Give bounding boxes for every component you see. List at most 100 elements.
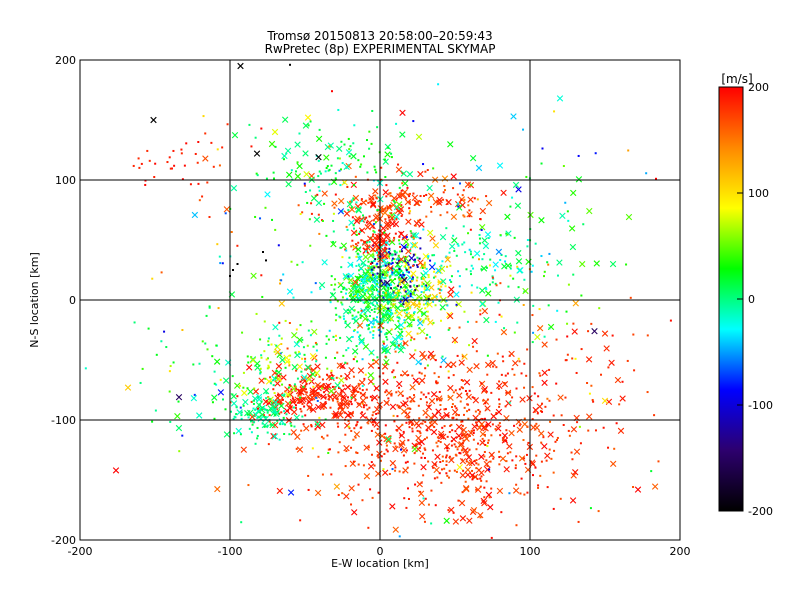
data-point-dot: [446, 474, 449, 477]
data-point-dot: [540, 460, 543, 463]
data-point-dot: [431, 449, 434, 452]
data-point-dot: [334, 278, 337, 281]
data-point-dot: [365, 199, 368, 202]
data-point-cross: [427, 229, 434, 236]
data-point-cross: [456, 392, 463, 399]
data-point-cross: [385, 315, 392, 322]
data-point-cross: [402, 255, 409, 262]
data-point-dot: [330, 164, 333, 167]
data-point-dot: [361, 411, 364, 414]
data-point-dot: [440, 264, 443, 267]
data-point-dot: [453, 443, 456, 446]
data-point-dot: [419, 237, 422, 240]
data-point-cross: [328, 387, 335, 395]
data-point-dot: [372, 254, 375, 257]
data-point-dot: [572, 273, 575, 276]
data-point-dot: [445, 460, 448, 463]
data-point-dot: [317, 159, 320, 162]
data-point-dot: [411, 279, 414, 282]
data-point-dot: [580, 348, 583, 351]
data-point-dot: [408, 207, 411, 210]
data-point-dot: [376, 356, 379, 359]
data-point-dot: [494, 269, 497, 272]
data-point-dot: [413, 311, 416, 314]
data-point-dot: [241, 331, 244, 334]
data-point-dot: [509, 451, 512, 454]
data-point-dot: [389, 194, 392, 197]
data-point-cross: [352, 194, 360, 202]
data-point-dot: [309, 120, 312, 123]
data-point-cross: [345, 335, 353, 343]
data-point-dot: [325, 386, 328, 389]
data-point-cross: [112, 467, 120, 474]
data-point-cross: [397, 346, 405, 354]
data-point-dot: [355, 201, 358, 204]
data-point-cross: [418, 377, 426, 384]
data-point-dot: [459, 452, 462, 455]
data-point-cross: [417, 259, 424, 266]
data-point-cross: [570, 426, 578, 433]
data-point-dot: [168, 390, 171, 393]
data-point-dot: [369, 331, 372, 334]
data-point-dot: [303, 397, 306, 400]
data-point-dot: [532, 304, 535, 307]
data-point-dot: [399, 245, 402, 248]
data-point-dot: [364, 250, 367, 253]
data-point-dot: [385, 444, 388, 447]
data-point-cross: [472, 397, 480, 404]
data-point-dot: [426, 169, 429, 172]
data-point-dot: [526, 245, 529, 248]
data-point-dot: [565, 359, 568, 362]
data-point-dot: [391, 273, 394, 276]
data-point-dot: [299, 393, 302, 396]
data-point-dot: [269, 376, 272, 379]
data-point-dot: [657, 460, 660, 463]
data-point-dot: [506, 233, 509, 236]
data-point-dot: [483, 496, 486, 499]
data-point-dot: [226, 123, 229, 126]
data-point-cross: [303, 425, 310, 432]
data-point-cross: [447, 384, 454, 392]
data-point-dot: [254, 408, 257, 411]
data-point-dot: [419, 398, 422, 401]
data-point-dot: [210, 141, 213, 144]
data-point-dot: [324, 356, 327, 359]
data-point-dot: [411, 276, 414, 279]
data-point-cross: [304, 114, 312, 121]
data-point-dot: [390, 309, 393, 312]
data-point-dot: [373, 165, 376, 168]
data-point-dot: [352, 460, 355, 463]
data-point-cross: [438, 433, 445, 440]
data-point-dot: [466, 392, 469, 395]
data-point-dot: [474, 475, 477, 478]
data-point-dot: [406, 416, 409, 419]
data-point-dot: [523, 493, 526, 496]
data-point-dot: [424, 367, 427, 370]
data-point-dot: [338, 441, 341, 444]
data-point-dot: [499, 282, 502, 285]
chart-title: Tromsø 20150813 20:58:00–20:59:43: [266, 29, 492, 43]
data-point-dot: [513, 424, 516, 427]
data-point-dot: [333, 357, 336, 360]
data-point-dot: [264, 206, 267, 209]
data-point-dot: [489, 460, 492, 463]
data-point-cross: [383, 359, 390, 366]
data-point-dot: [392, 376, 395, 379]
data-point-dot: [422, 277, 425, 280]
data-point-cross: [518, 455, 526, 462]
data-point-dot: [273, 350, 276, 353]
data-point-dot: [430, 210, 433, 213]
data-point-dot: [289, 405, 292, 408]
data-point-dot: [545, 459, 548, 462]
data-point-cross: [415, 434, 422, 442]
data-point-dot: [380, 318, 383, 321]
data-point-dot: [390, 267, 393, 270]
data-point-cross: [384, 306, 392, 314]
data-point-dot: [418, 305, 421, 308]
data-point-dot: [413, 462, 416, 465]
data-point-dot: [541, 410, 544, 413]
data-point-dot: [448, 455, 451, 458]
data-point-cross: [417, 170, 424, 178]
data-point-dot: [266, 424, 269, 427]
data-point-dot: [382, 315, 385, 318]
